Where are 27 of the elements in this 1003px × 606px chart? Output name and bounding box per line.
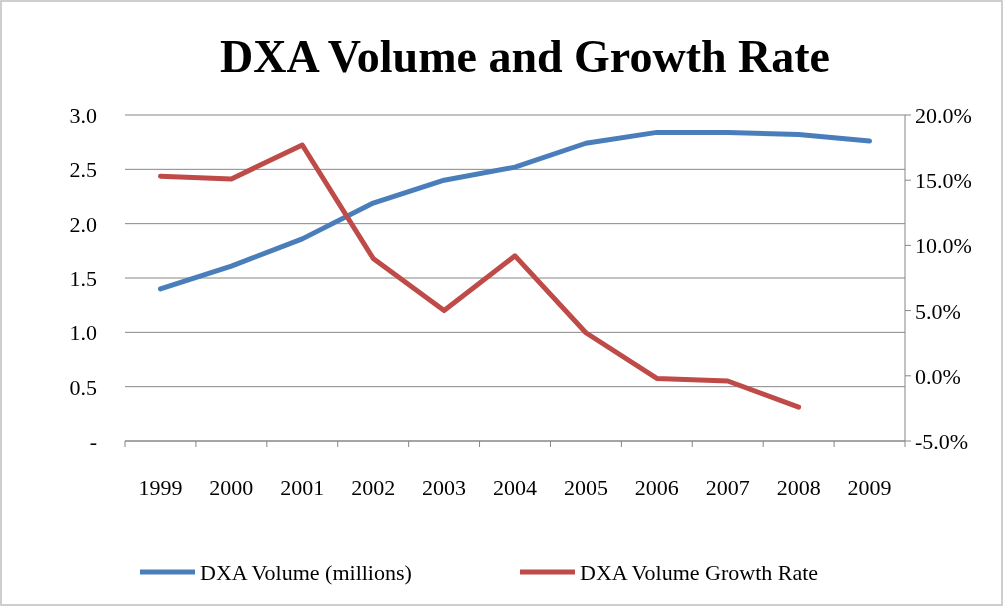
legend-label: DXA Volume (millions): [200, 560, 412, 585]
y2-tick-label: 10.0%: [915, 233, 972, 259]
x-tick-label: 2001: [280, 475, 325, 500]
y-tick-label: 0.5: [69, 374, 97, 400]
y2-tick-label: 5.0%: [915, 298, 961, 324]
y-tick-label: 1.0: [69, 320, 97, 346]
x-tick-label: 2005: [563, 475, 608, 500]
y-tick-label: 2.5: [69, 157, 97, 183]
x-tick-label: 2006: [634, 475, 679, 500]
y-tick-label: 2.0: [69, 211, 97, 237]
x-tick-label: 2009: [847, 475, 892, 500]
chart-title: DXA Volume and Growth Rate: [220, 31, 830, 82]
x-tick-label: 2004: [493, 475, 537, 500]
x-tick-label: 2007: [705, 475, 750, 500]
y2-tick-label: -5.0%: [915, 429, 969, 454]
x-tick-label: 2003: [422, 475, 467, 500]
x-tick-label: 1999: [138, 475, 183, 500]
y-tick-label: 3.0: [69, 103, 97, 128]
y2-tick-label: 20.0%: [915, 103, 972, 128]
y2-tick-label: 15.0%: [915, 168, 972, 194]
x-tick-label: 2008: [776, 475, 821, 500]
y-tick-label: 1.5: [69, 266, 97, 291]
y2-tick-label: 0.0%: [915, 363, 961, 389]
x-tick-label: 2002: [351, 475, 396, 500]
legend-label: DXA Volume Growth Rate: [580, 560, 819, 585]
y-tick-label: -: [89, 429, 97, 454]
x-tick-label: 2000: [209, 475, 254, 500]
